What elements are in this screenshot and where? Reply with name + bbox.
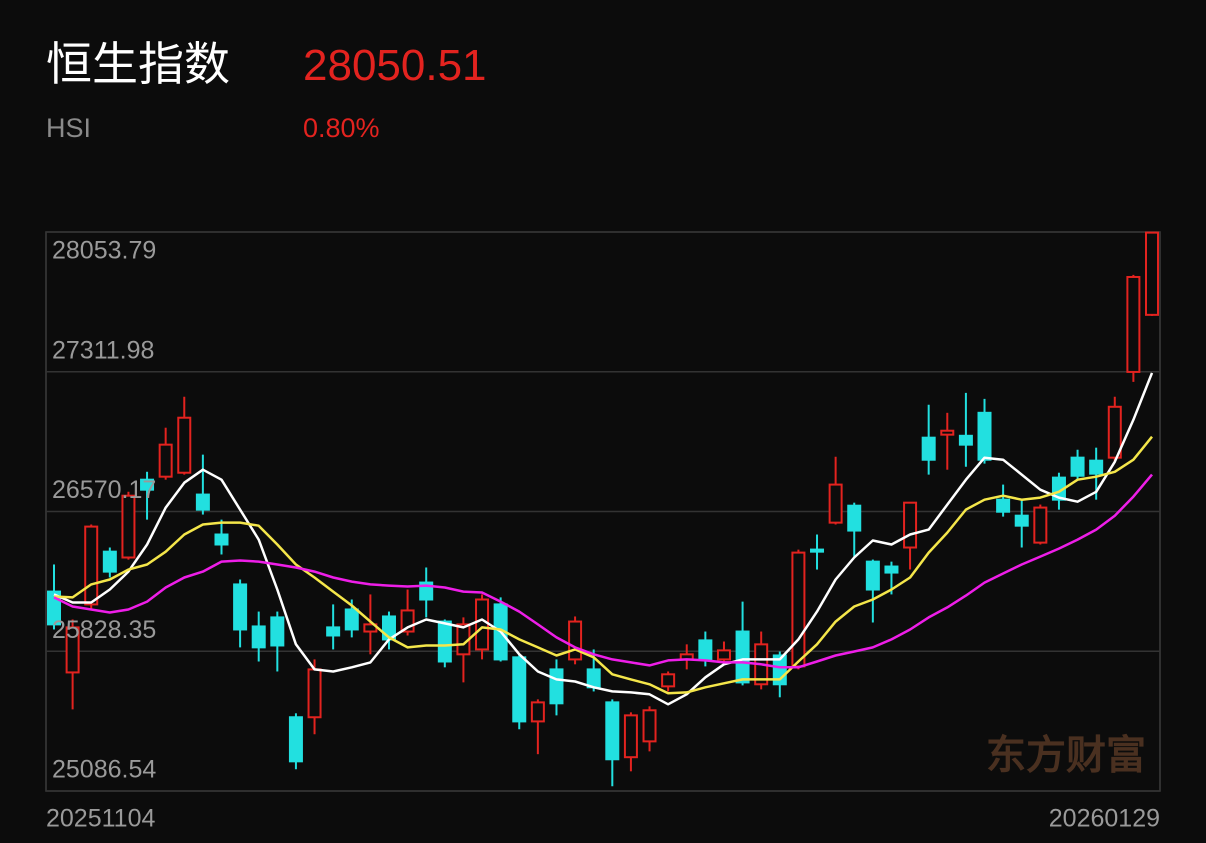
candle-body (642, 709, 657, 743)
candle-body (605, 701, 620, 761)
candle-body (586, 668, 601, 689)
candle-body (810, 548, 825, 553)
candle-body (977, 411, 992, 461)
candle-body (251, 625, 266, 649)
watermark: 东方财富 (986, 734, 1146, 778)
x-tick-label: 20251104 (46, 805, 155, 833)
candle-body (1070, 456, 1085, 477)
moving-average-line (53, 372, 1154, 706)
candle-body (177, 416, 192, 474)
candle-body (698, 639, 713, 661)
candle-body (921, 436, 936, 461)
candle-body (158, 443, 173, 478)
candle-body (791, 551, 806, 668)
candle-body (84, 525, 99, 606)
candle-body (102, 550, 117, 573)
candle-body (716, 649, 731, 661)
candle-body (1145, 231, 1159, 316)
candle-body (214, 533, 229, 546)
candle-body (1107, 405, 1122, 459)
candle-body (1033, 506, 1048, 544)
candle-body (195, 493, 210, 511)
y-tick-label: 26570.17 (52, 476, 156, 504)
candle-body (344, 608, 359, 631)
candle-body (233, 583, 248, 631)
y-tick-label: 28053.79 (52, 237, 156, 265)
candle-body (512, 656, 527, 723)
candle-body (828, 483, 843, 524)
candle-body (1126, 275, 1141, 373)
candle-body (661, 673, 676, 688)
plot-area (46, 231, 1160, 792)
candle-body (958, 434, 973, 446)
candle-body (940, 429, 955, 436)
candle-body (270, 616, 285, 647)
candle-body (121, 494, 136, 559)
index-name: 恒生指数 (46, 38, 230, 90)
x-tick-label: 20260129 (1049, 805, 1160, 833)
index-code: HSI (46, 113, 91, 143)
candle-body (549, 668, 564, 705)
candle-body (996, 498, 1011, 513)
index-price: 28050.51 (303, 41, 487, 90)
candle-body (884, 565, 899, 574)
y-tick-label: 25828.35 (52, 616, 156, 644)
candle-body (307, 668, 322, 719)
index-change: 0.80% (303, 113, 380, 143)
candle-body (530, 701, 545, 723)
candle-body (140, 478, 155, 491)
moving-average-line (53, 435, 1153, 695)
candle-body (288, 716, 303, 763)
candle-body (865, 560, 880, 591)
candle-body (568, 620, 583, 661)
candle-body (475, 598, 490, 651)
y-tick-label: 27311.98 (52, 336, 154, 364)
candle-body (735, 630, 750, 684)
candle-body (623, 714, 638, 759)
candle-body (1089, 459, 1104, 475)
candle-body (1014, 514, 1029, 527)
moving-average-line (53, 473, 1153, 669)
candle-body (326, 626, 341, 637)
candle-body (903, 501, 918, 549)
candle-body (65, 626, 80, 674)
candle-body (847, 504, 862, 532)
y-tick-label: 25086.54 (52, 756, 156, 784)
candle-body (437, 620, 452, 663)
